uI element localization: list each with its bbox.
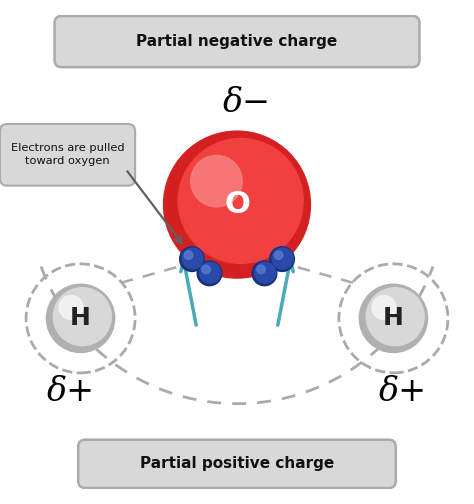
Circle shape: [202, 265, 210, 274]
Text: O: O: [224, 190, 250, 219]
Circle shape: [366, 288, 424, 346]
Circle shape: [59, 295, 83, 320]
Circle shape: [272, 248, 293, 269]
Circle shape: [372, 295, 396, 320]
Circle shape: [178, 139, 303, 264]
Circle shape: [200, 262, 220, 283]
Circle shape: [252, 261, 277, 286]
Circle shape: [53, 288, 111, 346]
Text: δ−: δ−: [222, 87, 271, 118]
Text: Electrons are pulled
toward oxygen: Electrons are pulled toward oxygen: [11, 143, 125, 166]
Circle shape: [180, 247, 204, 272]
Circle shape: [182, 248, 203, 269]
Text: Partial negative charge: Partial negative charge: [137, 34, 337, 49]
Circle shape: [255, 262, 275, 283]
Circle shape: [359, 284, 428, 352]
Text: Partial positive charge: Partial positive charge: [140, 457, 334, 471]
Circle shape: [164, 131, 310, 278]
Circle shape: [46, 284, 115, 352]
FancyBboxPatch shape: [0, 124, 135, 185]
Text: H: H: [383, 306, 404, 330]
Text: H: H: [70, 306, 91, 330]
FancyBboxPatch shape: [78, 439, 396, 488]
Circle shape: [191, 155, 242, 207]
Circle shape: [270, 247, 294, 272]
Circle shape: [274, 251, 283, 260]
Text: δ+: δ+: [47, 376, 95, 408]
Circle shape: [197, 261, 222, 286]
Circle shape: [184, 251, 193, 260]
FancyBboxPatch shape: [55, 16, 419, 67]
Text: δ+: δ+: [379, 376, 427, 408]
Circle shape: [257, 265, 265, 274]
